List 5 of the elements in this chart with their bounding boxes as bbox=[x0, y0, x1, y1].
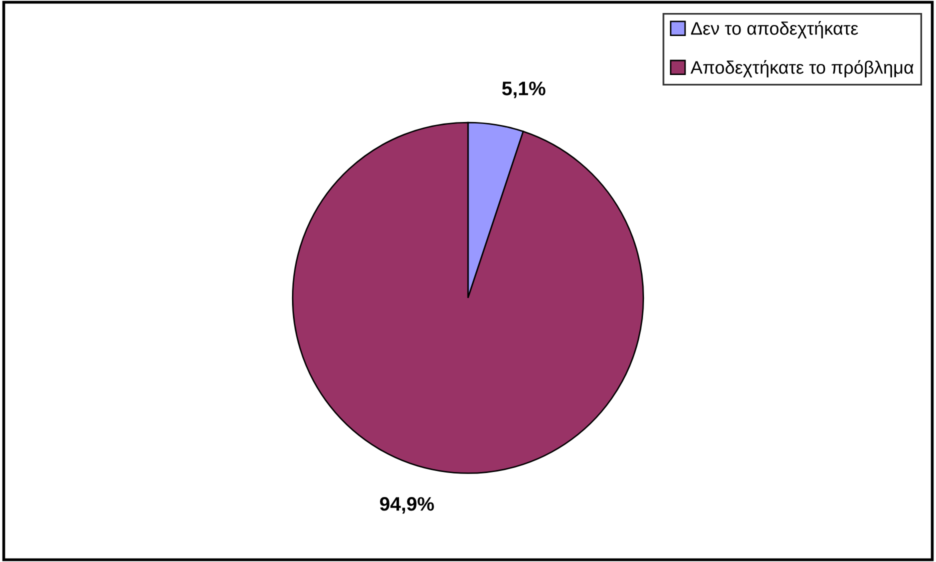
pie-slice bbox=[292, 122, 644, 474]
data-label: 94,9% bbox=[380, 497, 434, 514]
data-label: 5,1% bbox=[502, 82, 546, 98]
legend-label: Δεν το αποδεχτήκατε bbox=[691, 21, 858, 38]
legend-label: Αποδεχτήκατε το πρόβλημα bbox=[690, 60, 914, 78]
